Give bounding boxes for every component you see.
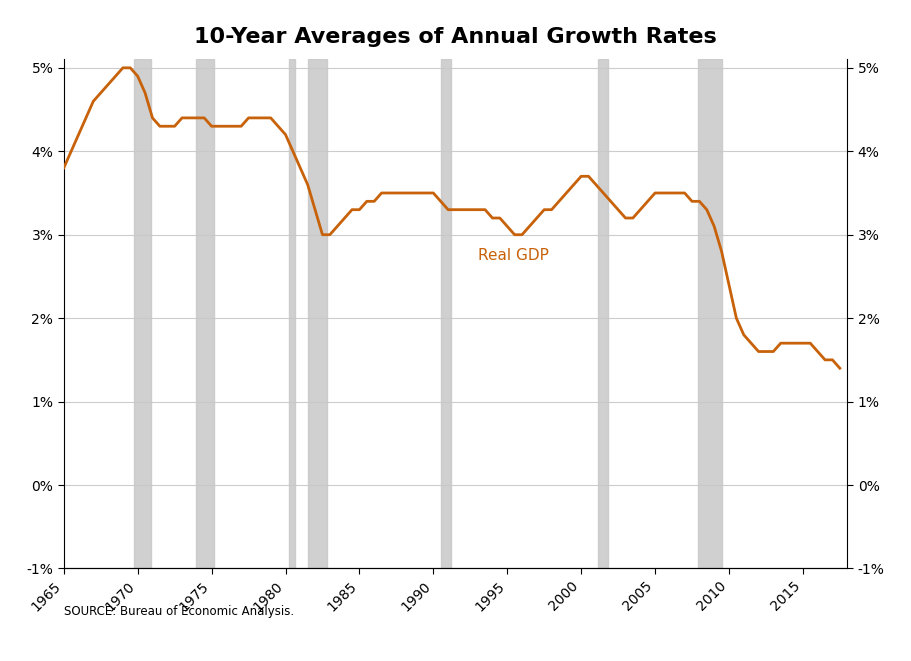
Text: Federal Reserve Bank of St. Louis: Federal Reserve Bank of St. Louis	[18, 633, 281, 646]
Bar	[698, 59, 722, 568]
Bar	[599, 59, 609, 568]
Bar	[289, 59, 295, 568]
Text: Real GDP: Real GDP	[477, 248, 548, 262]
Bar	[308, 59, 327, 568]
Title: 10-Year Averages of Annual Growth Rates: 10-Year Averages of Annual Growth Rates	[194, 27, 717, 47]
Bar	[196, 59, 214, 568]
Text: SOURCE: Bureau of Economic Analysis.: SOURCE: Bureau of Economic Analysis.	[64, 605, 294, 618]
Bar	[441, 59, 451, 568]
Bar	[134, 59, 151, 568]
